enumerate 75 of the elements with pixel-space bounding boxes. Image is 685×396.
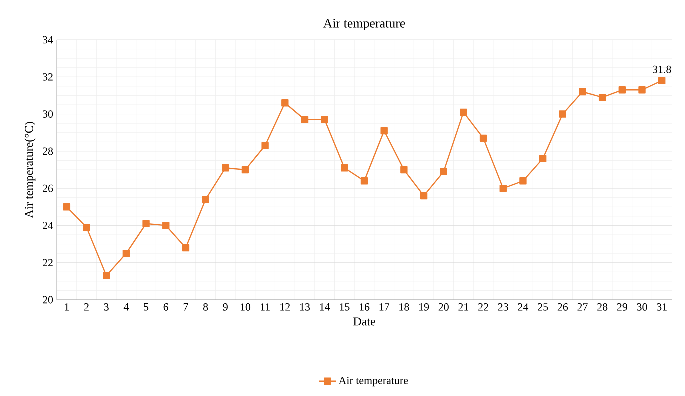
x-tick-label: 1 bbox=[65, 304, 69, 311]
point bbox=[103, 272, 110, 280]
x-tick-label: 29 bbox=[617, 304, 628, 311]
point bbox=[222, 164, 230, 172]
point bbox=[500, 184, 507, 192]
x-tick-label: 25 bbox=[538, 304, 548, 311]
x-tick-label: 14 bbox=[320, 304, 330, 311]
x-tick-label: 10 bbox=[240, 304, 251, 311]
x-tick-label: 22 bbox=[478, 304, 488, 311]
point bbox=[658, 77, 666, 84]
point bbox=[440, 168, 448, 176]
point bbox=[162, 222, 170, 230]
point bbox=[539, 155, 547, 162]
x-tick-label: 17 bbox=[380, 304, 390, 311]
x-tick-label: 21 bbox=[458, 304, 469, 311]
y-tick-label: 32 bbox=[43, 73, 53, 81]
x-tick-label: 3 bbox=[104, 304, 109, 311]
x-tick-label: 27 bbox=[578, 304, 588, 311]
point bbox=[321, 116, 328, 124]
point bbox=[400, 166, 408, 174]
y-axis-title: Air temperature(°C) bbox=[24, 122, 36, 218]
y-tick-label: 30 bbox=[43, 110, 54, 118]
x-tick-label: 24 bbox=[518, 304, 529, 311]
chart-title: Air temperature bbox=[323, 19, 406, 30]
x-tick-label: 8 bbox=[203, 304, 208, 311]
point bbox=[520, 178, 527, 185]
point bbox=[262, 142, 269, 150]
point bbox=[282, 100, 289, 107]
x-tick-label: 19 bbox=[420, 304, 430, 311]
x-tick-label: 6 bbox=[164, 304, 169, 311]
x-tick-label: 15 bbox=[340, 304, 350, 311]
x-tick-label: 20 bbox=[438, 304, 449, 311]
x-tick-label: 18 bbox=[400, 304, 410, 311]
point bbox=[341, 164, 348, 172]
x-axis-title: Date bbox=[354, 318, 376, 326]
point bbox=[380, 127, 388, 135]
point bbox=[638, 86, 646, 94]
point bbox=[202, 196, 210, 204]
point bbox=[598, 94, 606, 102]
point bbox=[618, 86, 626, 94]
x-tick-label: 16 bbox=[360, 304, 370, 311]
x-tick-label: 28 bbox=[598, 304, 608, 311]
point bbox=[242, 166, 250, 174]
y-tick-label: 20 bbox=[43, 296, 54, 304]
x-tick-label: 11 bbox=[261, 304, 270, 311]
y-tick-label: 24 bbox=[43, 222, 54, 230]
x-tick-label: 31 bbox=[657, 304, 667, 311]
point bbox=[360, 178, 368, 185]
y-tick-label: 22 bbox=[43, 259, 53, 266]
legend-label: Air temperature bbox=[338, 376, 408, 387]
x-tick-label: 9 bbox=[223, 304, 228, 311]
point bbox=[122, 250, 130, 258]
point bbox=[480, 134, 488, 142]
point bbox=[142, 220, 150, 228]
x-tick-label: 5 bbox=[144, 304, 149, 311]
point bbox=[63, 204, 71, 211]
x-tick-label: 30 bbox=[637, 304, 648, 311]
x-tick-label: 23 bbox=[498, 304, 508, 311]
x-tick-label: 12 bbox=[280, 304, 290, 311]
point bbox=[182, 244, 190, 252]
y-tick-label: 34 bbox=[43, 36, 54, 44]
point bbox=[460, 108, 468, 116]
y-tick-label: 28 bbox=[43, 148, 54, 156]
point bbox=[301, 116, 309, 124]
x-tick-label: 2 bbox=[84, 304, 89, 311]
x-tick-label: 26 bbox=[558, 304, 568, 311]
annotation: 31.8 bbox=[653, 66, 672, 74]
point bbox=[579, 88, 586, 96]
x-tick-label: 7 bbox=[184, 304, 188, 311]
point bbox=[559, 110, 566, 118]
x-tick-label: 4 bbox=[124, 304, 130, 311]
point bbox=[83, 224, 90, 232]
x-tick-label: 13 bbox=[300, 304, 310, 311]
y-tick-label: 26 bbox=[43, 184, 54, 192]
point bbox=[420, 192, 428, 200]
